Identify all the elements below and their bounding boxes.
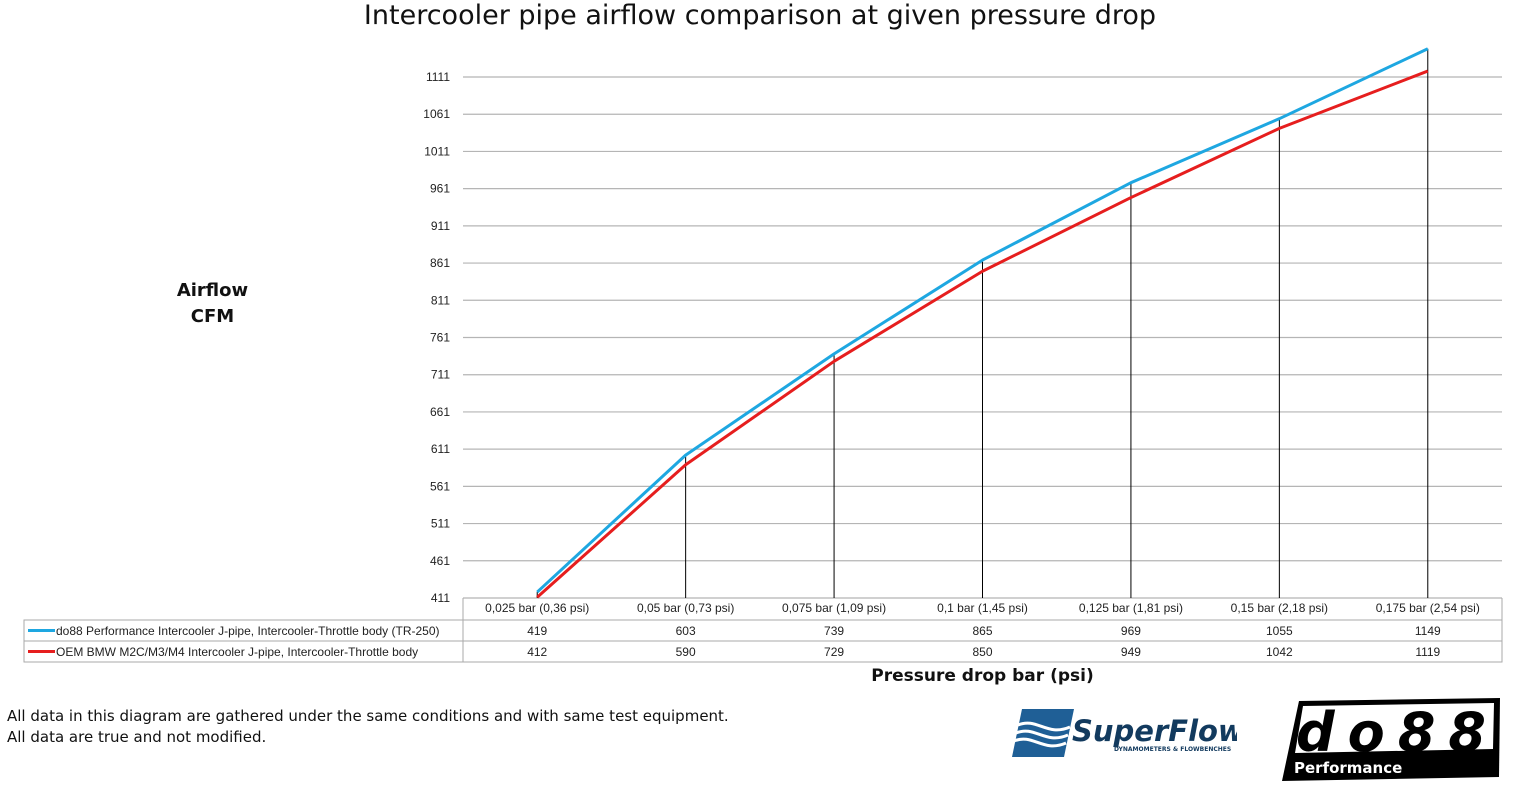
svg-text:Performance: Performance (1294, 759, 1402, 777)
table-cell: 1149 (1415, 624, 1441, 638)
y-tick-label: 561 (430, 479, 450, 493)
table-cell: 603 (676, 624, 696, 638)
x-axis-label: Pressure drop bar (psi) (871, 666, 1094, 686)
y-tick-label: 611 (431, 442, 450, 456)
x-tick-label: 0,125 bar (1,81 psi) (1079, 601, 1183, 615)
x-tick-label: 0,075 bar (1,09 psi) (782, 601, 886, 615)
x-tick-label: 0,025 bar (0,36 psi) (485, 601, 589, 615)
footnote: All data in this diagram are gathered un… (7, 707, 729, 725)
y-axis-label-line1: Airflow (176, 280, 249, 301)
table-row (23, 640, 1503, 663)
svg-text:DYNAMOMETERS & FLOWBENCHES: DYNAMOMETERS & FLOWBENCHES (1114, 746, 1231, 753)
table-cell: 949 (1121, 645, 1141, 659)
y-tick-label: 711 (431, 368, 450, 382)
legend-label: do88 Performance Intercooler J-pipe, Int… (56, 624, 440, 638)
y-axis-label-line2: CFM (190, 306, 235, 327)
legend-label: OEM BMW M2C/M3/M4 Intercooler J-pipe, In… (56, 645, 418, 659)
svg-text:SuperFlow: SuperFlow (1072, 714, 1237, 748)
x-tick-label: 0,15 bar (2,18 psi) (1231, 601, 1328, 615)
y-tick-label: 1061 (423, 107, 450, 121)
y-tick-label: 961 (430, 182, 450, 196)
table-cell: 729 (824, 645, 844, 659)
do88-logo: do88 Performance (1282, 698, 1500, 781)
table-cell: 1042 (1266, 645, 1293, 659)
table-cell: 590 (676, 645, 696, 659)
footnotes: All data in this diagram are gathered un… (7, 706, 729, 748)
table-cell: 865 (972, 624, 992, 638)
x-tick-label: 0,05 bar (0,73 psi) (637, 601, 734, 615)
table-cell: 969 (1121, 624, 1141, 638)
footnote: All data are true and not modified. (7, 728, 267, 746)
y-tick-label: 661 (430, 405, 450, 419)
y-tick-label: 511 (431, 517, 450, 531)
table-cell: 1119 (1415, 645, 1440, 659)
y-tick-label: 761 (430, 331, 450, 345)
table-cell: 1055 (1266, 624, 1293, 638)
superflow-logo: SuperFlow DYNAMOMETERS & FLOWBENCHES (1012, 709, 1237, 757)
line-chart: 411 461 511 561 611 661 711 761 811 861 911 961 1011… (23, 47, 1503, 663)
table-cell: 739 (824, 624, 844, 638)
y-tick-label: 911 (431, 219, 450, 233)
y-tick-label: 861 (430, 256, 450, 270)
y-tick-label: 461 (430, 554, 450, 568)
y-tick-label: 811 (431, 293, 450, 307)
y-tick-label: 1111 (426, 70, 450, 84)
x-tick-label: 0,1 bar (1,45 psi) (937, 601, 1028, 615)
table-cell: 419 (527, 624, 547, 638)
x-tick-label: 0,175 bar (2,54 psi) (1376, 601, 1480, 615)
y-tick-label: 411 (431, 591, 450, 605)
y-axis-label: Airflow CFM (150, 278, 275, 330)
table-cell: 412 (527, 645, 547, 659)
table-cell: 850 (972, 645, 992, 659)
y-tick-label: 1011 (424, 144, 450, 158)
chart-title: Intercooler pipe airflow comparison at g… (363, 0, 1157, 31)
